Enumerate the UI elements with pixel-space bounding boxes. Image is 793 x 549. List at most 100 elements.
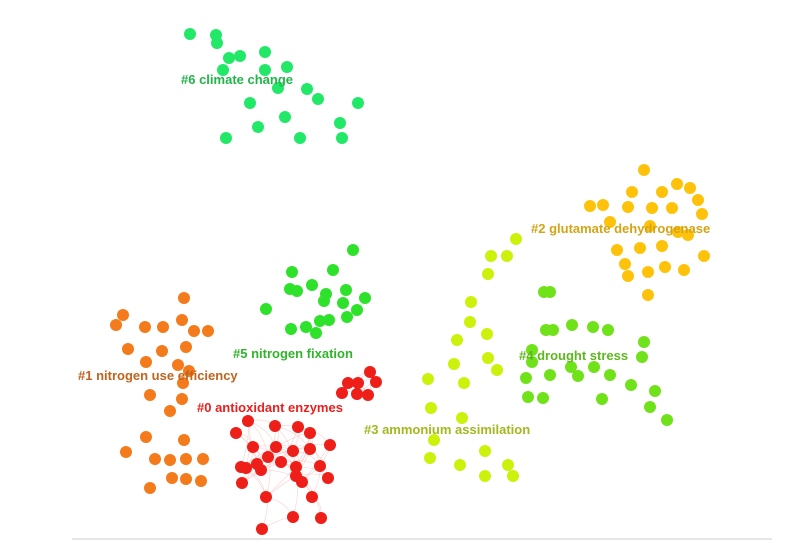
network-node[interactable] [638, 336, 650, 348]
network-node[interactable] [342, 377, 354, 389]
network-node[interactable] [314, 460, 326, 472]
network-node[interactable] [340, 284, 352, 296]
network-node[interactable] [296, 476, 308, 488]
network-node[interactable] [672, 226, 684, 238]
network-node[interactable] [236, 477, 248, 489]
network-node[interactable] [217, 64, 229, 76]
network-node[interactable] [479, 470, 491, 482]
network-node[interactable] [622, 201, 634, 213]
network-node[interactable] [625, 379, 637, 391]
network-node[interactable] [642, 266, 654, 278]
network-node[interactable] [188, 325, 200, 337]
network-node[interactable] [140, 431, 152, 443]
network-node[interactable] [324, 439, 336, 451]
network-node[interactable] [122, 343, 134, 355]
network-node[interactable] [684, 182, 696, 194]
network-node[interactable] [164, 405, 176, 417]
network-node[interactable] [352, 97, 364, 109]
network-node[interactable] [156, 345, 168, 357]
network-node[interactable] [178, 292, 190, 304]
network-node[interactable] [351, 388, 363, 400]
network-node[interactable] [491, 364, 503, 376]
network-node[interactable] [544, 369, 556, 381]
network-node[interactable] [336, 387, 348, 399]
network-node[interactable] [597, 199, 609, 211]
network-node[interactable] [285, 323, 297, 335]
network-node[interactable] [671, 178, 683, 190]
network-node[interactable] [287, 511, 299, 523]
network-node[interactable] [195, 475, 207, 487]
network-node[interactable] [120, 446, 132, 458]
network-node[interactable] [622, 270, 634, 282]
network-node[interactable] [230, 427, 242, 439]
network-node[interactable] [176, 393, 188, 405]
network-node[interactable] [287, 445, 299, 457]
network-node[interactable] [425, 402, 437, 414]
network-node[interactable] [454, 459, 466, 471]
cluster-label-drought-stress[interactable]: #4 drought stress [519, 348, 629, 363]
network-node[interactable] [619, 258, 631, 270]
network-node[interactable] [448, 358, 460, 370]
network-node[interactable] [698, 250, 710, 262]
network-node[interactable] [634, 242, 646, 254]
network-node[interactable] [259, 64, 271, 76]
network-node[interactable] [240, 462, 252, 474]
network-node[interactable] [322, 472, 334, 484]
network-node[interactable] [544, 286, 556, 298]
network-node[interactable] [682, 229, 694, 241]
network-node[interactable] [234, 50, 246, 62]
cluster-label-ammonium-assimilation[interactable]: #3 ammonium assimilation [364, 422, 531, 437]
network-node[interactable] [117, 309, 129, 321]
network-node[interactable] [526, 356, 538, 368]
network-node[interactable] [323, 314, 335, 326]
network-node[interactable] [464, 316, 476, 328]
network-node[interactable] [547, 324, 559, 336]
network-node[interactable] [604, 369, 616, 381]
network-node[interactable] [281, 61, 293, 73]
network-node[interactable] [572, 370, 584, 382]
network-node[interactable] [310, 327, 322, 339]
network-node[interactable] [636, 351, 648, 363]
network-node[interactable] [479, 445, 491, 457]
network-node[interactable] [252, 121, 264, 133]
network-node[interactable] [202, 325, 214, 337]
network-node[interactable] [144, 482, 156, 494]
network-node[interactable] [341, 311, 353, 323]
network-node[interactable] [177, 377, 189, 389]
network-node[interactable] [510, 233, 522, 245]
network-node[interactable] [184, 28, 196, 40]
network-node[interactable] [259, 46, 271, 58]
network-node[interactable] [315, 512, 327, 524]
network-node[interactable] [522, 391, 534, 403]
network-node[interactable] [180, 473, 192, 485]
network-node[interactable] [223, 52, 235, 64]
network-node[interactable] [279, 111, 291, 123]
network-node[interactable] [262, 451, 274, 463]
network-node[interactable] [242, 415, 254, 427]
network-node[interactable] [220, 132, 232, 144]
network-node[interactable] [347, 244, 359, 256]
network-node[interactable] [269, 420, 281, 432]
network-node[interactable] [292, 421, 304, 433]
network-node[interactable] [646, 202, 658, 214]
cluster-label-climate-change[interactable]: #6 climate change [181, 72, 293, 87]
network-node[interactable] [362, 389, 374, 401]
network-node[interactable] [611, 244, 623, 256]
network-node[interactable] [290, 461, 302, 473]
network-node[interactable] [661, 414, 673, 426]
network-node[interactable] [501, 250, 513, 262]
network-node[interactable] [638, 164, 650, 176]
network-node[interactable] [565, 361, 577, 373]
network-node[interactable] [428, 434, 440, 446]
network-node[interactable] [485, 250, 497, 262]
network-node[interactable] [180, 453, 192, 465]
network-node[interactable] [692, 194, 704, 206]
network-node[interactable] [359, 292, 371, 304]
network-node[interactable] [456, 412, 468, 424]
network-node[interactable] [337, 297, 349, 309]
network-node[interactable] [260, 491, 272, 503]
cluster-label-nitrogen-fixation[interactable]: #5 nitrogen fixation [233, 346, 353, 361]
network-node[interactable] [334, 117, 346, 129]
network-node[interactable] [256, 523, 268, 535]
network-node[interactable] [304, 443, 316, 455]
